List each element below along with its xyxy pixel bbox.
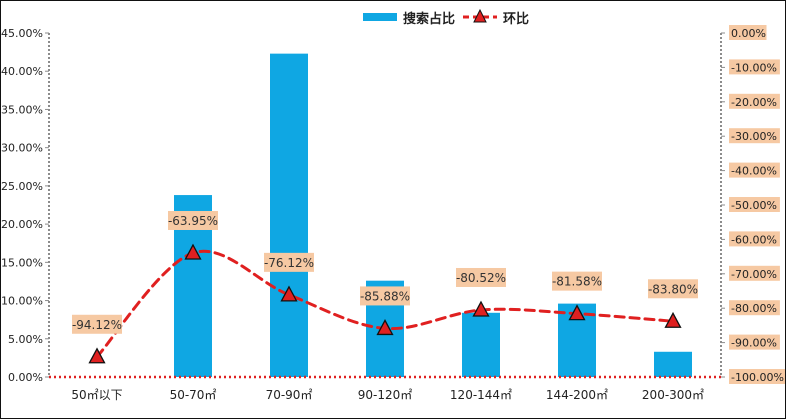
data-label: -94.12% [72, 314, 122, 334]
right-tick-label: -50.00% [729, 197, 780, 212]
data-label: -83.80% [648, 279, 698, 299]
right-tick-text: -30.00% [731, 130, 777, 143]
data-label: -63.95% [168, 210, 218, 230]
right-tick-bg [729, 369, 785, 384]
right-tick-bg [729, 231, 780, 247]
data-label-bg [456, 267, 506, 287]
right-tick-text: -80.00% [731, 302, 777, 315]
bar-2 [270, 53, 308, 377]
data-label: -76.12% [264, 252, 314, 272]
legend-bar-swatch [363, 13, 397, 21]
right-tick-label: -100.00% [729, 369, 785, 384]
data-label-bg [168, 210, 218, 230]
data-label-bg [72, 314, 122, 334]
legend-bar-label: 搜索占比 [403, 11, 455, 27]
data-label-text: -80.52% [456, 271, 506, 285]
triangle-marker [280, 285, 298, 302]
left-tick-label: 0.00% [8, 371, 43, 384]
category-label: 144-200㎡ [546, 388, 608, 402]
right-tick-label: -70.00% [729, 265, 780, 281]
right-tick-text: -10.00% [731, 61, 777, 74]
right-tick-label: -40.00% [729, 162, 780, 178]
triangle-marker [88, 347, 106, 364]
category-label: 90-120㎡ [358, 388, 413, 402]
data-label-text: -83.80% [648, 282, 698, 296]
right-tick-bg [729, 128, 780, 144]
data-label-text: -81.58% [552, 275, 602, 289]
category-label: 120-144㎡ [450, 388, 512, 402]
right-tick-label: -30.00% [729, 128, 780, 144]
bar-6 [654, 351, 692, 377]
left-tick-label: 10.00% [1, 295, 43, 308]
right-tick-bg [729, 300, 780, 316]
left-tick-label: 45.00% [1, 27, 43, 40]
right-tick-text: -60.00% [731, 233, 777, 246]
left-tick-label: 5.00% [8, 333, 43, 346]
data-label-text: -85.88% [360, 289, 410, 303]
right-tick-label: -10.00% [729, 59, 780, 75]
legend-triangle-icon [473, 8, 487, 23]
triangle-marker [472, 300, 490, 317]
left-tick-label: 30.00% [1, 142, 43, 155]
right-tick-text: -50.00% [731, 199, 777, 212]
legend-line-label: 环比 [503, 11, 529, 27]
right-tick-text: -100.00% [731, 371, 784, 384]
category-label: 50-70㎡ [170, 388, 217, 402]
bar-4 [462, 312, 500, 377]
left-tick-label: 20.00% [1, 218, 43, 231]
left-tick-label: 40.00% [1, 65, 43, 78]
right-tick-bg [729, 25, 767, 40]
data-label: -81.58% [552, 271, 602, 291]
data-label-bg [360, 286, 410, 306]
data-label-text: -94.12% [72, 318, 122, 332]
triangle-marker [184, 243, 202, 260]
data-label: -80.52% [456, 267, 506, 287]
category-label: 200-300㎡ [642, 388, 704, 402]
right-tick-bg [729, 93, 780, 109]
right-tick-bg [729, 162, 780, 178]
data-label-bg [264, 252, 314, 272]
right-tick-label: -60.00% [729, 231, 780, 247]
triangle-marker [664, 311, 682, 328]
triangle-marker [568, 304, 586, 321]
left-tick-label: 15.00% [1, 256, 43, 269]
right-tick-bg [729, 197, 780, 212]
right-tick-bg [729, 59, 780, 75]
data-label-text: -76.12% [264, 256, 314, 270]
category-label: 50㎡以下 [71, 388, 122, 402]
left-tick-label: 35.00% [1, 103, 43, 116]
right-tick-bg [729, 334, 780, 350]
right-tick-label: -20.00% [729, 93, 780, 109]
category-label: 70-90㎡ [266, 388, 313, 402]
right-tick-label: -80.00% [729, 300, 780, 316]
right-tick-label: 0.00% [729, 25, 767, 40]
legend: 搜索占比 环比 [363, 8, 529, 27]
data-label-text: -63.95% [168, 214, 218, 228]
right-tick-text: -20.00% [731, 96, 777, 109]
data-label-bg [648, 279, 698, 299]
triangle-marker [376, 319, 394, 336]
data-label-bg [552, 271, 602, 291]
right-tick-label: -90.00% [729, 334, 780, 350]
right-tick-text: 0.00% [731, 27, 766, 40]
right-tick-bg [729, 265, 780, 281]
right-tick-text: -90.00% [731, 337, 777, 350]
left-tick-label: 25.00% [1, 180, 43, 193]
right-tick-text: -70.00% [731, 268, 777, 281]
data-label: -85.88% [360, 286, 410, 306]
right-tick-text: -40.00% [731, 165, 777, 178]
